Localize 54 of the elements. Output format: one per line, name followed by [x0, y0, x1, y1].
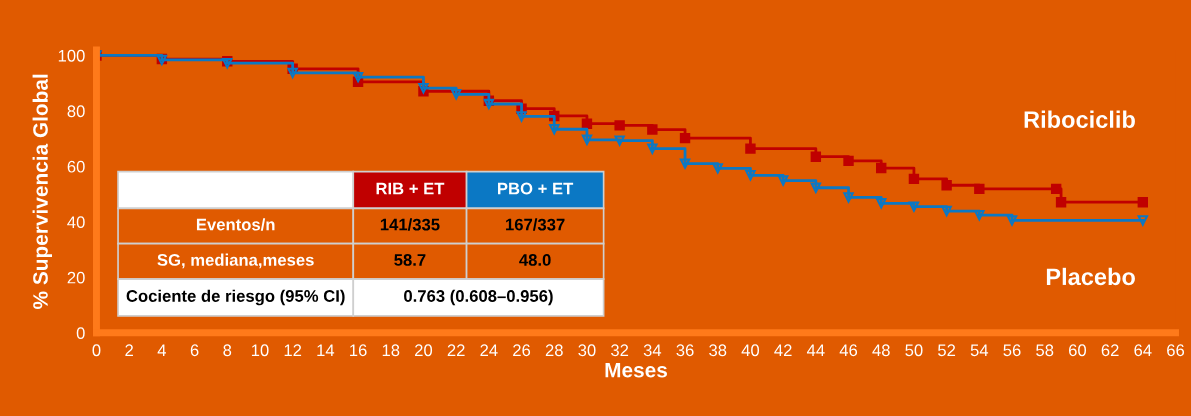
- x-tick-label: 24: [480, 344, 498, 356]
- x-tick-label: 52: [938, 344, 956, 357]
- annotation: 167/337: [506, 218, 565, 231]
- x-tick-label: 10: [251, 344, 269, 357]
- y-tick-label: 40: [67, 216, 85, 229]
- x-tick-label: 64: [1134, 344, 1152, 357]
- x-tick-label: 16: [350, 344, 367, 357]
- x-tick-label: 48: [872, 344, 890, 357]
- x-tick-label: 0: [92, 344, 101, 357]
- x-tick-label: 26: [513, 344, 531, 357]
- x-tick-label: 42: [774, 344, 792, 356]
- y-tick-label: 20: [67, 271, 85, 284]
- annotation: Eventos/n: [196, 218, 275, 231]
- annotation: RIB + ET: [376, 182, 445, 195]
- y-tick-label: 60: [67, 160, 85, 173]
- x-tick-label: 58: [1036, 344, 1054, 357]
- x-tick-label: 46: [839, 344, 858, 357]
- x-tick-label: 6: [190, 344, 199, 357]
- text: Ribociclib: [1024, 110, 1135, 128]
- x-tick-label: 22: [447, 344, 465, 356]
- x-tick-label: 34: [643, 344, 662, 357]
- y-tick-label: 100: [58, 49, 85, 62]
- y-axis-title: % Supervivencia Global: [32, 74, 52, 309]
- annotation: SG, mediana,meses: [157, 253, 314, 269]
- x-tick-label: 14: [317, 344, 335, 356]
- x-tick-label: 60: [1069, 344, 1087, 357]
- x-tick-label: 8: [223, 344, 232, 357]
- x-tick-label: 54: [970, 344, 989, 357]
- x-axis-title: Meses: [605, 362, 667, 378]
- x-tick-label: 56: [1003, 344, 1021, 357]
- annotation: 58.7: [394, 254, 426, 266]
- y-tick-label: 80: [67, 105, 85, 118]
- x-tick-label: 50: [905, 344, 923, 357]
- annotation: 141/335: [380, 218, 440, 231]
- annotation: Cociente de riesgo (95% CI): [126, 289, 345, 306]
- x-tick-label: 38: [709, 344, 727, 357]
- x-tick-label: 18: [382, 344, 400, 357]
- annotation: PBO + ET: [498, 182, 574, 195]
- series-label: Placebo: [1046, 267, 1135, 286]
- x-tick-label: 66: [1167, 344, 1185, 357]
- x-tick-label: 40: [741, 344, 760, 357]
- x-tick-label: 32: [611, 344, 629, 357]
- annotation: 0.763 (0.608–0.956): [404, 289, 553, 306]
- x-tick-label: 12: [284, 344, 302, 356]
- x-tick-label: 28: [545, 344, 563, 357]
- x-tick-label: 30: [578, 344, 596, 357]
- x-tick-label: 36: [676, 344, 694, 357]
- x-tick-label: 2: [125, 344, 133, 356]
- x-tick-label: 20: [415, 344, 433, 357]
- y-tick-label: 0: [76, 327, 85, 339]
- annotation: 48.0: [519, 254, 551, 266]
- x-tick-label: 62: [1101, 344, 1119, 357]
- x-tick-label: 4: [157, 344, 167, 356]
- x-tick-label: 44: [806, 344, 825, 356]
